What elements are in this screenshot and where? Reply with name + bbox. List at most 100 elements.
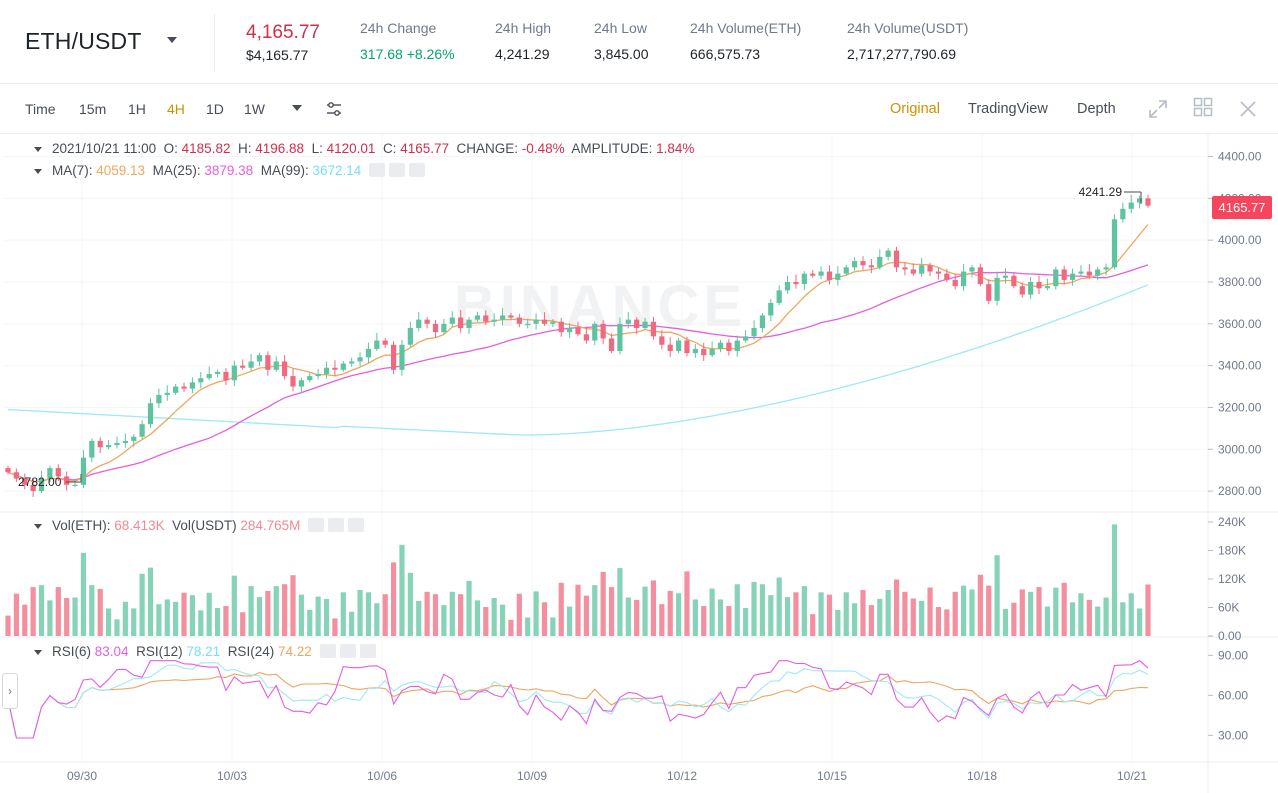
candle-body <box>592 323 598 341</box>
chevron-down-icon[interactable] <box>167 37 177 43</box>
volume-bar <box>189 595 196 636</box>
close-icon[interactable] <box>409 163 426 178</box>
legend-change-label: CHANGE: <box>456 141 519 156</box>
candle-body <box>449 317 455 324</box>
legend-low-label: L: <box>311 141 323 156</box>
legend-time: 2021/10/21 11:00 <box>52 141 157 156</box>
volume-bar <box>910 598 916 636</box>
volume-bar <box>282 584 288 636</box>
volume-bar <box>784 597 791 636</box>
kline-chart[interactable]: BINANCE 4400.004200.004000.003800.003600… <box>0 134 1278 793</box>
price-tick-label: 4000.00 <box>1218 233 1262 247</box>
candle-body <box>22 478 28 485</box>
volume-bar <box>810 614 816 636</box>
pair-selector[interactable]: ETH/USDT <box>25 28 142 54</box>
volume-bar <box>164 599 170 636</box>
collapse-icon[interactable] <box>34 649 42 655</box>
collapse-icon[interactable] <box>34 168 42 174</box>
volume-bar <box>776 577 782 636</box>
ma25-label: MA(25): <box>152 163 201 178</box>
candle-body <box>751 328 757 337</box>
volume-bar <box>717 599 724 636</box>
candle-body <box>139 424 145 437</box>
view-depth[interactable]: Depth <box>1077 101 1116 117</box>
close-icon[interactable] <box>1239 100 1257 118</box>
vol-usdt-label: Vol(USDT) <box>172 518 237 533</box>
interval-15m[interactable]: 15m <box>79 101 107 117</box>
candle-body <box>441 323 447 333</box>
gear-icon[interactable] <box>389 163 406 178</box>
candle-body <box>583 334 589 341</box>
legend-open: 4185.82 <box>181 141 231 156</box>
candle-body <box>893 250 900 268</box>
collapse-icon[interactable] <box>34 523 42 529</box>
volume-bar <box>156 604 162 636</box>
date-tick-label: 09/30 <box>67 769 97 783</box>
price-tick-label: 3000.00 <box>1218 442 1262 456</box>
stat-value: 4,241.29 <box>495 46 550 62</box>
candle-body <box>298 380 304 387</box>
expand-icon[interactable] <box>1148 99 1168 119</box>
stat-label: 24h Volume(USDT) <box>847 20 969 36</box>
view-original[interactable]: Original <box>890 101 940 117</box>
ma7-value: 4059.13 <box>96 163 146 178</box>
volume-bar <box>13 593 19 636</box>
rsi6-label: RSI(6) <box>52 644 92 659</box>
eye-icon[interactable] <box>308 518 325 533</box>
candle-body <box>558 321 564 333</box>
close-icon[interactable] <box>359 644 376 659</box>
candle-body <box>89 440 95 458</box>
interval-1d[interactable]: 1D <box>206 101 224 117</box>
candle-body <box>340 363 346 370</box>
rsi-tick-label: 90.00 <box>1218 648 1248 662</box>
volume-bar <box>248 586 254 636</box>
volume-bar <box>525 617 531 636</box>
candle-body <box>525 323 531 326</box>
volume-bar <box>709 588 715 636</box>
candle-body <box>600 323 606 339</box>
eye-icon[interactable] <box>369 163 386 178</box>
chevron-down-icon[interactable] <box>292 105 302 111</box>
volume-bar <box>424 591 430 636</box>
candle-body <box>1128 202 1134 209</box>
candle-body <box>575 328 581 335</box>
chart-canvas[interactable]: BINANCE 4400.004200.004000.003800.003600… <box>0 134 1278 793</box>
volume-tick-label: 60K <box>1218 601 1239 615</box>
candle-body <box>784 282 791 291</box>
gear-icon[interactable] <box>328 518 345 533</box>
stat-24h-low: 24h Low 3,845.00 <box>594 20 649 62</box>
candle-body <box>240 365 246 368</box>
volume-bar <box>625 597 631 636</box>
interval-4h[interactable]: 4H <box>167 101 185 117</box>
vol-usdt-value: 284.765M <box>240 518 301 533</box>
view-tradingview[interactable]: TradingView <box>968 101 1048 117</box>
interval-1w[interactable]: 1W <box>244 101 265 117</box>
candle-body <box>508 315 514 318</box>
volume-bar <box>960 585 967 636</box>
settings-sliders-icon[interactable] <box>326 101 342 117</box>
volume-bar <box>374 603 380 636</box>
candle-body <box>977 267 983 285</box>
volume-bar <box>818 592 824 636</box>
interval-1h[interactable]: 1H <box>128 101 146 117</box>
volume-bar <box>650 580 657 636</box>
collapse-icon[interactable] <box>34 146 42 152</box>
volume-bar <box>734 584 740 636</box>
candle-body <box>206 374 212 379</box>
volume-bar <box>147 567 154 636</box>
candle-body <box>1145 198 1151 206</box>
interval-time[interactable]: Time <box>25 101 56 117</box>
chevron-right-icon[interactable]: › <box>2 673 18 709</box>
rsi-tick-label: 30.00 <box>1218 728 1248 742</box>
layout-grid-icon[interactable] <box>1193 97 1213 117</box>
volume-bar <box>240 612 246 636</box>
candle-body <box>885 250 891 257</box>
candle-body <box>399 344 405 370</box>
candle-body <box>692 348 698 354</box>
rsi12-line <box>7 662 1149 739</box>
eye-icon[interactable] <box>319 644 336 659</box>
close-icon[interactable] <box>348 518 365 533</box>
price-tick-label: 4400.00 <box>1218 150 1262 164</box>
gear-icon[interactable] <box>339 644 356 659</box>
candle-body <box>843 267 849 274</box>
